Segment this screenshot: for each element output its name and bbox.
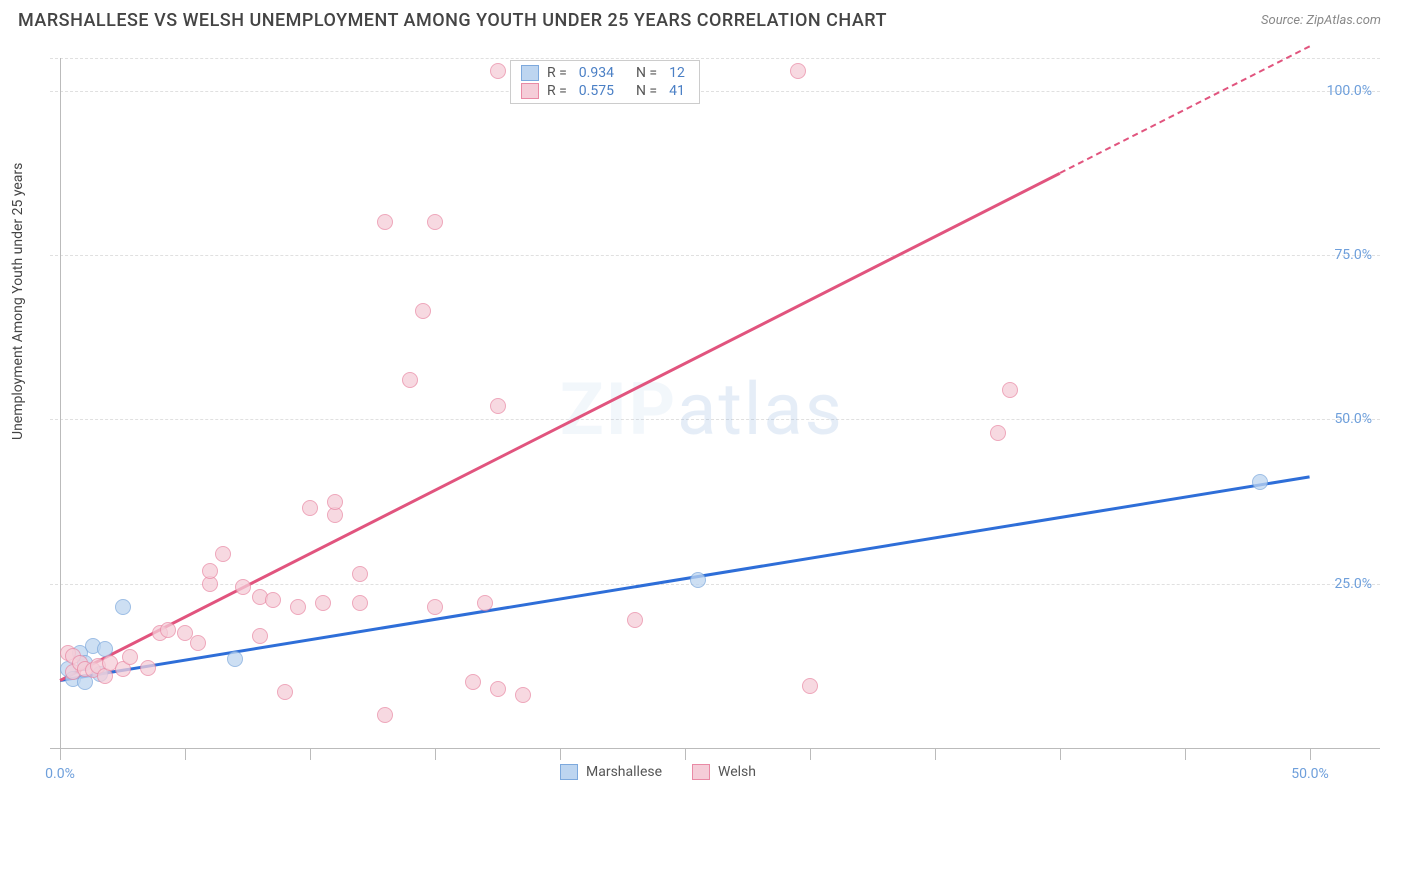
data-point-welsh	[277, 684, 293, 700]
data-point-welsh	[790, 63, 806, 79]
data-point-welsh	[802, 678, 818, 694]
legend-n-label: N =	[636, 83, 657, 99]
x-tick	[310, 748, 311, 760]
legend-item: Welsh	[692, 764, 756, 780]
legend-n-value: 12	[669, 65, 685, 81]
legend-swatch	[521, 83, 539, 99]
legend-swatch	[560, 764, 578, 780]
x-tick	[60, 748, 61, 760]
legend-row: R = 0.575 N = 41	[521, 83, 689, 99]
x-tick	[185, 748, 186, 760]
data-point-welsh	[290, 599, 306, 615]
x-tick	[435, 748, 436, 760]
x-tick	[810, 748, 811, 760]
x-tick-label: 50.0%	[1291, 766, 1329, 782]
legend-row: R = 0.934 N = 12	[521, 65, 689, 81]
trend-line-marshallese	[60, 475, 1310, 681]
x-axis	[50, 748, 1380, 749]
data-point-welsh	[427, 599, 443, 615]
data-point-welsh	[252, 628, 268, 644]
source-attribution: Source: ZipAtlas.com	[1261, 13, 1381, 28]
data-point-welsh	[490, 63, 506, 79]
data-point-welsh	[315, 595, 331, 611]
data-point-welsh	[377, 214, 393, 230]
data-point-welsh	[352, 566, 368, 582]
data-point-welsh	[490, 398, 506, 414]
legend-r-value: 0.934	[579, 65, 614, 81]
legend-n-value: 41	[669, 83, 685, 99]
x-tick	[1185, 748, 1186, 760]
legend-r-label: R =	[547, 65, 567, 81]
scatter-chart: 25.0%50.0%75.0%100.0%0.0%50.0%ZIPatlasR …	[50, 48, 1380, 808]
data-point-welsh	[122, 649, 138, 665]
grid-line	[50, 255, 1380, 256]
x-tick-label: 0.0%	[45, 766, 75, 782]
y-axis	[60, 58, 61, 748]
legend-r-value: 0.575	[579, 83, 614, 99]
data-point-welsh	[402, 372, 418, 388]
data-point-welsh	[1002, 382, 1018, 398]
data-point-marshallese	[1252, 474, 1268, 490]
data-point-marshallese	[690, 572, 706, 588]
legend-r-label: R =	[547, 83, 567, 99]
data-point-welsh	[990, 425, 1006, 441]
data-point-welsh	[190, 635, 206, 651]
data-point-welsh	[140, 660, 156, 676]
grid-line	[50, 58, 1380, 59]
data-point-welsh	[302, 500, 318, 516]
legend-swatch	[521, 65, 539, 81]
chart-title: MARSHALLESE VS WELSH UNEMPLOYMENT AMONG …	[18, 10, 887, 31]
data-point-welsh	[427, 214, 443, 230]
watermark: ZIPatlas	[560, 367, 844, 452]
legend-label: Welsh	[718, 764, 756, 780]
data-point-welsh	[415, 303, 431, 319]
x-tick	[685, 748, 686, 760]
x-tick	[1310, 748, 1311, 760]
data-point-welsh	[352, 595, 368, 611]
data-point-welsh	[160, 622, 176, 638]
data-point-welsh	[215, 546, 231, 562]
y-tick-label: 100.0%	[1327, 83, 1372, 99]
x-tick	[560, 748, 561, 760]
data-point-welsh	[627, 612, 643, 628]
legend-swatch	[692, 764, 710, 780]
data-point-welsh	[265, 592, 281, 608]
data-point-welsh	[465, 674, 481, 690]
correlation-legend: R = 0.934 N = 12 R = 0.575 N = 41	[510, 60, 700, 104]
data-point-welsh	[515, 687, 531, 703]
data-point-welsh	[202, 563, 218, 579]
data-point-welsh	[490, 681, 506, 697]
legend-item: Marshallese	[560, 764, 662, 780]
data-point-welsh	[477, 595, 493, 611]
y-axis-label: Unemployment Among Youth under 25 years	[10, 163, 26, 440]
legend-label: Marshallese	[586, 764, 662, 780]
x-tick	[935, 748, 936, 760]
trend-line-welsh	[1060, 45, 1311, 174]
y-tick-label: 25.0%	[1334, 576, 1372, 592]
data-point-welsh	[327, 494, 343, 510]
x-tick	[1060, 748, 1061, 760]
data-point-marshallese	[227, 651, 243, 667]
data-point-welsh	[377, 707, 393, 723]
y-tick-label: 50.0%	[1334, 411, 1372, 427]
data-point-welsh	[235, 579, 251, 595]
grid-line	[50, 91, 1380, 92]
trend-line-welsh	[59, 172, 1060, 682]
y-tick-label: 75.0%	[1334, 247, 1372, 263]
legend-n-label: N =	[636, 65, 657, 81]
data-point-marshallese	[115, 599, 131, 615]
series-legend: Marshallese Welsh	[560, 764, 756, 780]
grid-line	[50, 419, 1380, 420]
